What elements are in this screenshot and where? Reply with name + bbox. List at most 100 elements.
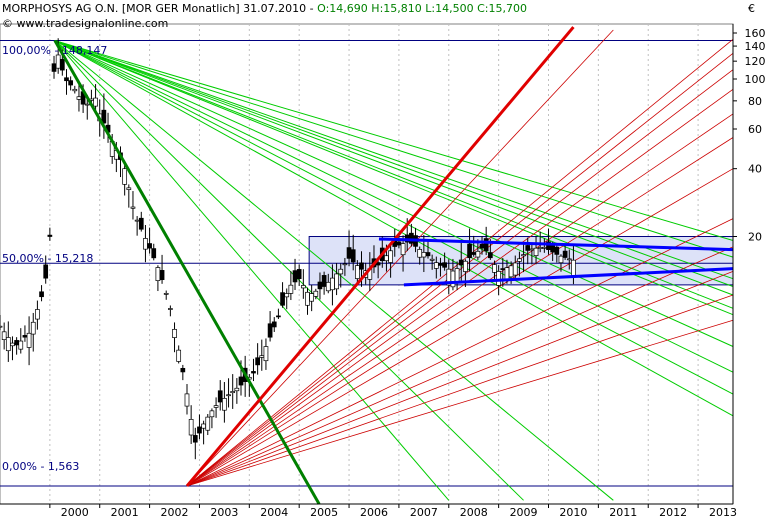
candle-body (350, 249, 356, 263)
candle-body (276, 315, 281, 318)
candle-body (521, 254, 526, 257)
candle-body (1, 331, 7, 340)
candle-body (537, 247, 543, 249)
candle-body (188, 419, 194, 436)
candle-body (325, 281, 331, 292)
red-fan-line (186, 53, 734, 487)
x-tick-label: 2000 (61, 506, 89, 519)
green-fan-line (54, 40, 734, 309)
candle-body (43, 264, 49, 279)
candle-body (184, 393, 190, 407)
green-fan-line (54, 40, 734, 280)
candle-body (292, 270, 298, 283)
candle-body (342, 263, 348, 266)
green-fan-line (54, 40, 734, 373)
candle-body (176, 349, 182, 362)
x-tick-label: 2008 (460, 506, 488, 519)
candle-body (93, 97, 98, 107)
x-tick-label: 2013 (709, 506, 737, 519)
y-tick-label: 160 (745, 27, 766, 40)
candle-body (321, 275, 327, 287)
candle-body (384, 255, 389, 262)
candle-body (101, 109, 107, 124)
candle-body (251, 371, 256, 374)
candle-body (172, 328, 177, 338)
candle-body (566, 258, 572, 261)
candle-body (130, 206, 136, 209)
candle-body (487, 252, 493, 259)
currency-unit: € (748, 2, 755, 15)
candle-body (483, 238, 489, 252)
candle-body (525, 245, 531, 251)
candle-body (355, 265, 360, 279)
candle-body (429, 258, 435, 261)
candle-body (271, 321, 277, 328)
candle-body (467, 243, 472, 259)
candle-body (309, 293, 314, 302)
candle-body (35, 309, 40, 320)
copyright-text: © www.tradesignalonline.com (2, 17, 169, 30)
candle-body (288, 284, 294, 294)
red-fan-line (186, 246, 734, 487)
candle-body (529, 248, 535, 251)
candle-body (68, 80, 73, 86)
y-tick-label: 20 (748, 231, 762, 244)
y-tick-label: 40 (748, 163, 762, 176)
candle-body (238, 376, 244, 386)
candle-body (217, 390, 223, 403)
header-ohlc: O:14,690 H:15,810 L:14,500 C:15,700 (317, 2, 527, 15)
x-tick-label: 2003 (210, 506, 238, 519)
candle-body (409, 232, 414, 244)
candle-body (541, 246, 547, 249)
x-tick-label: 2007 (410, 506, 438, 519)
candle-body (305, 291, 310, 306)
candle-body (263, 346, 269, 362)
red-fan-line (186, 29, 614, 487)
candle-body (155, 267, 161, 282)
green-fan-line (54, 40, 734, 258)
fib-level-100-label: 100,00% - 148,147 (2, 44, 108, 57)
green-fan-line (54, 40, 450, 501)
candle-body (143, 238, 148, 250)
candle-body (421, 252, 427, 258)
red-fan-line (186, 271, 734, 487)
y-tick-label: 120 (745, 55, 766, 68)
y-tick-label: 100 (745, 73, 766, 86)
x-tick-label: 2011 (609, 506, 637, 519)
candle-body (400, 243, 406, 256)
candle-body (226, 394, 231, 397)
candle-body (346, 247, 352, 259)
candle-body (138, 217, 144, 230)
candle-body (388, 250, 393, 263)
candle-body (330, 277, 335, 291)
fib-level-0-label: 0,00% - 1,563 (2, 460, 80, 473)
green-fan-line (54, 40, 734, 395)
trend-lines (53, 26, 734, 505)
y-tick-label: 60 (748, 123, 762, 136)
x-tick-label: 2005 (310, 506, 338, 519)
candle-body (562, 250, 568, 258)
candle-body (425, 252, 431, 257)
primary-downtrend-line (53, 39, 321, 505)
candle-body (317, 281, 323, 290)
candle-body (300, 285, 306, 289)
x-axis: 2000 2001 2002 2003 2004 2005 2006 2007 2008 2009… (0, 503, 737, 519)
green-fan-line (54, 40, 734, 316)
candle-body (375, 262, 381, 266)
candle-body (554, 246, 560, 255)
price-candles (0, 38, 576, 460)
candle-body (10, 342, 15, 347)
green-fan-line (54, 40, 734, 241)
x-tick-label: 2012 (659, 506, 687, 519)
green-fan-line (54, 40, 524, 501)
candle-body (280, 292, 285, 306)
candle-body (450, 270, 456, 288)
primary-uptrend-line (185, 26, 575, 487)
x-tick-label: 2004 (260, 506, 288, 519)
candle-body (433, 262, 439, 269)
candle-body (417, 249, 423, 258)
candle-body (59, 59, 65, 71)
red-fan-line (186, 218, 734, 487)
